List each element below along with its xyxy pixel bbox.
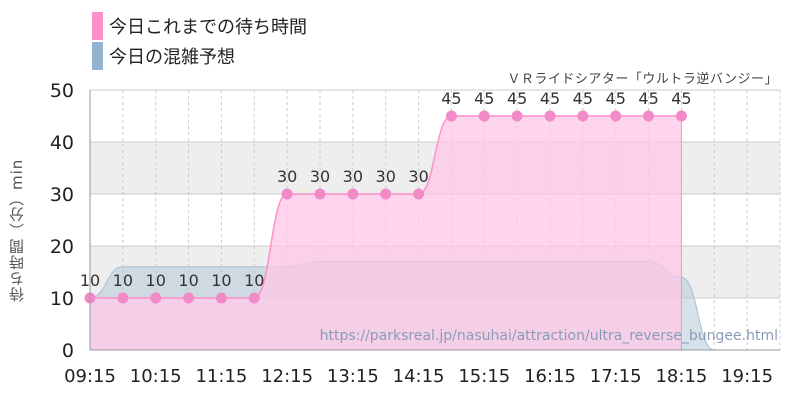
x-tick-label: 13:15 (327, 366, 379, 387)
data-label: 45 (606, 89, 626, 108)
actual-point (380, 188, 392, 200)
data-label: 45 (441, 89, 461, 108)
data-label: 45 (638, 89, 658, 108)
actual-point (248, 292, 260, 304)
data-label: 10 (113, 271, 133, 290)
y-tick-label: 50 (50, 80, 74, 102)
actual-point (445, 110, 457, 122)
legend-label-forecast: 今日の混雑予想 (109, 47, 235, 68)
x-tick-label: 11:15 (195, 366, 247, 387)
y-tick-label: 30 (50, 184, 74, 206)
data-label: 30 (343, 167, 363, 186)
source-credit: https://parksreal.jp/nasuhai/attraction/… (319, 328, 778, 344)
actual-point (577, 110, 589, 122)
data-label: 45 (573, 89, 593, 108)
actual-point (347, 188, 359, 200)
x-tick-label: 19:15 (721, 366, 773, 387)
actual-point (478, 110, 490, 122)
y-tick-label: 0 (62, 340, 74, 362)
data-label: 30 (310, 167, 330, 186)
actual-point (183, 292, 195, 304)
legend-swatch-forecast (92, 42, 103, 70)
x-tick-label: 18:15 (655, 366, 707, 387)
data-label: 10 (80, 271, 100, 290)
x-tick-label: 09:15 (64, 366, 116, 387)
legend-item-actual[interactable]: 今日これまでの待ち時間 (92, 12, 307, 40)
x-tick-label: 17:15 (590, 366, 642, 387)
data-label: 10 (178, 271, 198, 290)
x-tick-label: 12:15 (261, 366, 313, 387)
x-tick-label: 14:15 (393, 366, 445, 387)
data-labels: 10 10 10 10 10 10 30 30 30 30 30 45 45 45 45 45 45 45 45 (80, 89, 692, 290)
data-label: 45 (507, 89, 527, 108)
data-label: 10 (211, 271, 231, 290)
actual-area (90, 116, 682, 350)
actual-point (150, 292, 162, 304)
actual-point (544, 110, 556, 122)
x-tick-label: 15:15 (458, 366, 510, 387)
legend-item-forecast[interactable]: 今日の混雑予想 (92, 42, 307, 70)
actual-point (281, 188, 293, 200)
data-label: 10 (244, 271, 264, 290)
actual-point (643, 110, 655, 122)
chart-subtitle: ＶＲライドシアター「ウルトラ逆バンジー」 (507, 72, 778, 87)
actual-point (413, 188, 425, 200)
actual-area-group (84, 110, 687, 350)
actual-point (511, 110, 523, 122)
legend-swatch-actual (92, 12, 103, 40)
data-label: 45 (671, 89, 691, 108)
data-label: 30 (408, 167, 428, 186)
data-label: 30 (376, 167, 396, 186)
actual-point (215, 292, 227, 304)
actual-point (117, 292, 129, 304)
data-label: 30 (277, 167, 297, 186)
legend-label-actual: 今日これまでの待ち時間 (109, 17, 307, 38)
y-tick-label: 40 (50, 132, 74, 154)
actual-point (675, 110, 687, 122)
legend: 今日これまでの待ち時間 今日の混雑予想 (92, 12, 307, 72)
actual-point (314, 188, 326, 200)
y-tick-label: 20 (50, 236, 74, 258)
data-label: 45 (540, 89, 560, 108)
axes: 0 10 20 30 40 50 09:15 10:15 11:15 12:15 13:15 14:1… (50, 80, 780, 387)
data-label: 10 (146, 271, 166, 290)
data-label: 45 (474, 89, 494, 108)
x-tick-label: 16:15 (524, 366, 576, 387)
y-tick-label: 10 (50, 288, 74, 310)
x-tick-label: 10:15 (130, 366, 182, 387)
actual-point (610, 110, 622, 122)
